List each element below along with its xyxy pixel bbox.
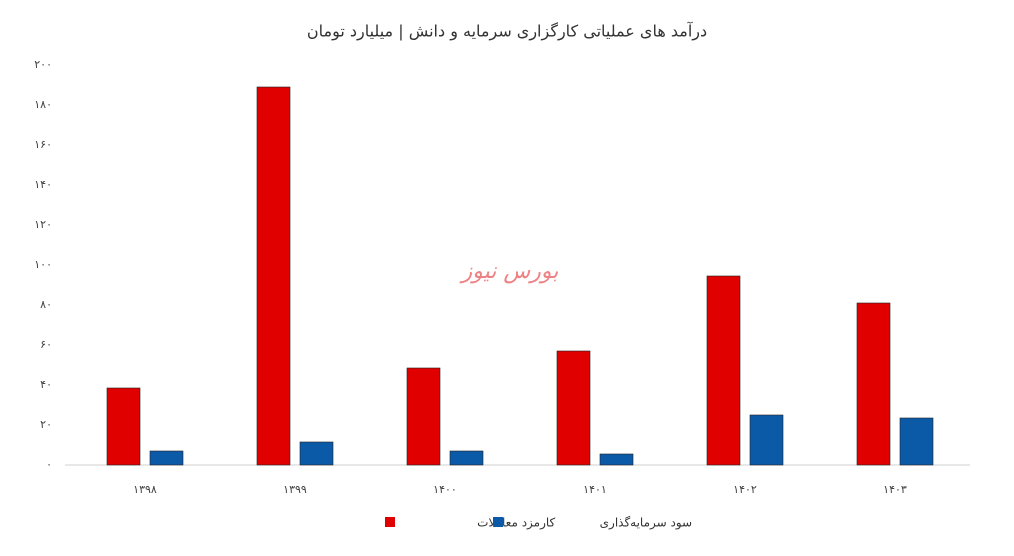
- y-tick-label: ۸۰: [40, 298, 52, 311]
- y-tick-label: ۱۶۰: [34, 138, 52, 151]
- bar: [149, 450, 184, 466]
- x-tick-label: ۱۴۰۲: [733, 483, 757, 496]
- bar: [599, 453, 634, 466]
- y-tick-label: ۱۴۰: [34, 178, 52, 191]
- watermark: بورس نیوز: [459, 259, 559, 284]
- y-tick-label: ۰: [46, 458, 52, 471]
- x-tick-label: ۱۳۹۹: [283, 483, 307, 496]
- bar: [706, 275, 741, 466]
- x-tick-label: ۱۳۹۸: [133, 483, 157, 496]
- y-tick-label: ۱۰۰: [34, 258, 52, 271]
- x-tick-label: ۱۴۰۳: [883, 483, 907, 496]
- y-tick-label: ۱۲۰: [34, 218, 52, 231]
- bar: [899, 417, 934, 466]
- legend-label: کارمزد معاملات: [477, 516, 555, 531]
- bar: [556, 350, 591, 466]
- y-tick-label: ۱۸۰: [34, 98, 52, 111]
- bar: [749, 414, 784, 466]
- y-tick-label: ۶۰: [40, 338, 52, 351]
- x-tick-label: ۱۴۰۰: [433, 483, 457, 496]
- bar: [406, 367, 441, 466]
- bar: [449, 450, 484, 466]
- y-tick-label: ۲۰۰: [34, 58, 52, 71]
- legend-swatch: [385, 517, 395, 527]
- bar: [256, 86, 291, 466]
- bar: [106, 387, 141, 466]
- bar: [299, 441, 334, 466]
- legend-swatch: [493, 517, 504, 527]
- chart-title: درآمد های عملیاتی کارگزاری سرمایه و دانش…: [307, 22, 707, 42]
- y-tick-label: ۲۰: [40, 418, 52, 431]
- y-tick-label: ۴۰: [40, 378, 52, 391]
- bar: [856, 302, 891, 466]
- legend-label: سود سرمایه‌گذاری: [600, 516, 692, 531]
- x-tick-label: ۱۴۰۱: [583, 483, 607, 496]
